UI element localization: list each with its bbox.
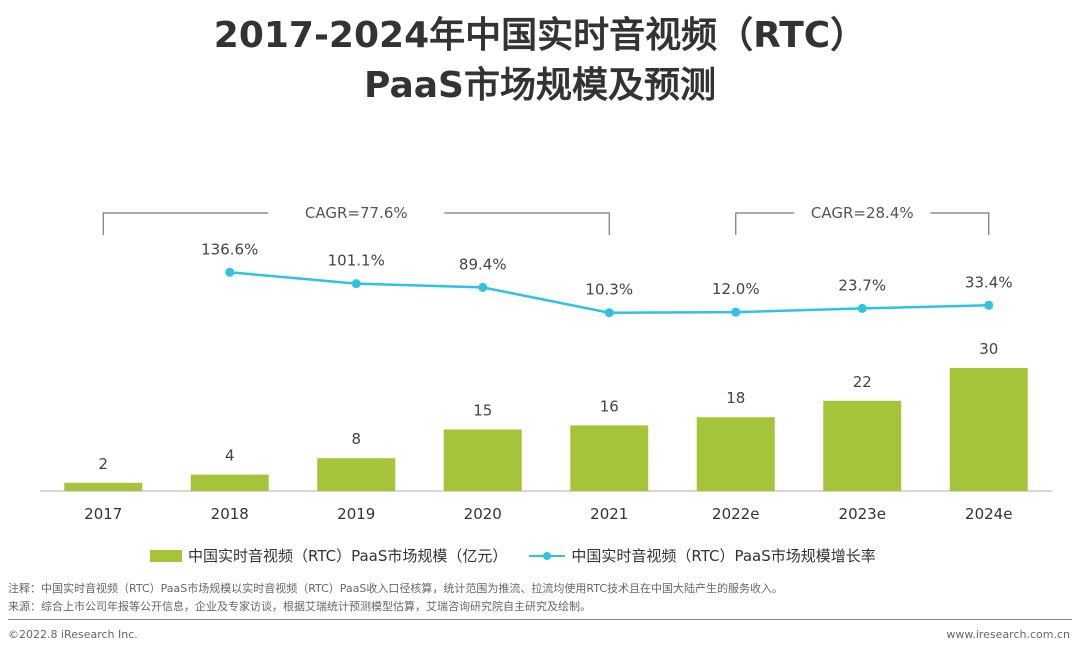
growth-value-label: 33.4%: [965, 273, 1013, 291]
x-tick-label: 2020: [464, 505, 502, 523]
chart-legend: 中国实时音视频（RTC）PaaS市场规模（亿元） 中国实时音视频（RTC）Paa…: [150, 545, 876, 566]
growth-point-2020: [478, 282, 488, 292]
growth-point-2019: [351, 279, 361, 289]
cagr-label: CAGR=28.4%: [811, 204, 914, 222]
growth-point-2022e: [731, 307, 741, 317]
growth-value-label: 23.7%: [838, 276, 886, 294]
growth-value-label: 12.0%: [712, 280, 760, 298]
growth-value-label: 136.6%: [201, 240, 258, 258]
footnote-source: 来源：综合上市公司年报等公开信息，企业及专家访谈，根据艾瑞统计预测模型估算，艾瑞…: [8, 600, 591, 613]
bar-value-label: 2: [98, 455, 108, 473]
bar-2023e: [823, 400, 902, 491]
bar-2019: [317, 458, 396, 491]
x-tick-label: 2023e: [839, 505, 886, 523]
bar-value-label: 4: [225, 447, 235, 465]
x-tick-label: 2022e: [712, 505, 759, 523]
cagr-label: CAGR=77.6%: [305, 204, 408, 222]
bar-value-label: 18: [726, 389, 745, 407]
chart-title-line1: 2017-2024年中国实时音视频（RTC）: [213, 15, 867, 56]
x-tick-label: 2017: [84, 505, 122, 523]
bar-2021: [570, 425, 649, 491]
x-tick-label: 2021: [590, 505, 628, 523]
copyright-text: ©2022.8 iResearch Inc.: [8, 628, 138, 641]
bar-value-label: 22: [853, 373, 872, 391]
growth-point-2023e: [857, 303, 867, 313]
bar-2018: [190, 474, 269, 491]
legend-line-label: 中国实时音视频（RTC）PaaS市场规模增长率: [571, 547, 876, 565]
website-text: www.iresearch.com.cn: [946, 628, 1070, 641]
bar-2024e: [949, 368, 1028, 491]
footnote-note: 注释：中国实时音视频（RTC）PaaS市场规模以实时音视频（RTC）PaaS收入…: [8, 582, 783, 595]
legend-line-swatch: [529, 550, 566, 562]
growth-point-2024e: [984, 300, 994, 310]
x-tick-label: 2018: [211, 505, 249, 523]
growth-point-2021: [604, 308, 614, 318]
chart-title-line2: PaaS市场规模及预测: [364, 65, 716, 106]
growth-value-label: 101.1%: [328, 252, 385, 270]
cagr-bracket: [102, 212, 610, 235]
chart-svg: 2 2017 4 2018 8 2019 15 2020 16 2021 18 2022e 22 2023…: [40, 204, 1052, 523]
bar-value-label: 15: [473, 402, 492, 420]
cagr-bracket: [735, 212, 990, 235]
legend-bar-label: 中国实时音视频（RTC）PaaS市场规模（亿元）: [188, 547, 508, 565]
bar-2020: [443, 429, 522, 491]
legend-bar-swatch: [150, 549, 182, 562]
bar-2022e: [696, 417, 775, 491]
x-tick-label: 2019: [337, 505, 375, 523]
footer-divider: [8, 619, 1072, 620]
x-tick-label: 2024e: [965, 505, 1012, 523]
bar-value-label: 8: [351, 430, 361, 448]
growth-value-label: 10.3%: [585, 281, 633, 299]
growth-point-2018: [225, 267, 235, 277]
bar-value-label: 16: [600, 397, 619, 415]
bar-value-label: 30: [979, 340, 998, 358]
growth-value-label: 89.4%: [459, 255, 507, 273]
bar-2017: [64, 482, 143, 491]
